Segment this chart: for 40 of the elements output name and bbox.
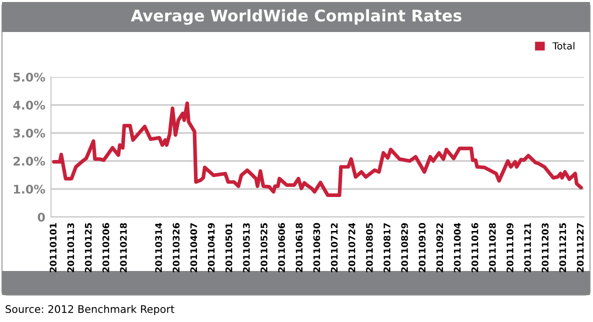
x-tick-label: 20110630: [313, 222, 320, 272]
x-tick-label: 20111121: [524, 223, 531, 272]
x-tick-label: 20110206: [102, 223, 110, 272]
y-tick-label: 0: [38, 212, 45, 222]
x-tick-label: 20110218: [120, 223, 127, 272]
x-tick-label: 20110910: [418, 222, 426, 272]
x-tick-label: 20110501: [225, 223, 232, 272]
line-series: [52, 102, 583, 197]
x-tick-label: 20110407: [190, 223, 198, 272]
x-tick-label: 20110513: [243, 223, 250, 272]
x-tick-label: 20110113: [67, 223, 74, 272]
x-tick-label: 20110805: [366, 223, 373, 272]
x-tick-label: 20111004: [454, 222, 461, 272]
x-tick-label: 20110829: [401, 223, 408, 272]
y-tick-label: 5.0%: [14, 72, 46, 82]
x-tick-label: 20111215: [559, 223, 566, 272]
source-note: Source: 2012 Benchmark Report: [6, 304, 174, 316]
x-tick-label: 20110419: [208, 223, 215, 272]
x-tick-label: 20111016: [471, 223, 478, 272]
legend-label: Total: [552, 42, 574, 50]
x-tick-label: 20111028: [489, 223, 496, 272]
y-tick-label: 3.0%: [13, 128, 46, 138]
x-tick-label: 20110525: [260, 223, 268, 272]
x-tick-label: 20110125: [84, 223, 92, 272]
x-tick-label: 20110618: [296, 223, 303, 272]
chart-title: Average WorldWide Complaint Rates: [130, 9, 462, 25]
x-tick-label: 20110817: [384, 223, 390, 272]
x-tick-label: 20110101: [50, 223, 57, 272]
x-tick-label: 20110712: [330, 223, 338, 272]
x-tick-label: 20110724: [348, 222, 356, 272]
x-tick-label: 20111203: [542, 223, 549, 272]
x-tick-label: 20111227: [576, 223, 584, 272]
x-tick-label: 20110326: [172, 223, 180, 272]
y-tick-label: 4.0%: [13, 100, 46, 110]
x-tick-label: 20110922: [436, 223, 444, 272]
x-tick-label: 20110314: [155, 222, 162, 272]
x-tick-label: 20110606: [278, 223, 285, 272]
x-tick-label: 20111109: [506, 223, 514, 272]
y-tick-label: 1.0%: [14, 184, 46, 194]
y-tick-label: 2.0%: [14, 156, 46, 166]
